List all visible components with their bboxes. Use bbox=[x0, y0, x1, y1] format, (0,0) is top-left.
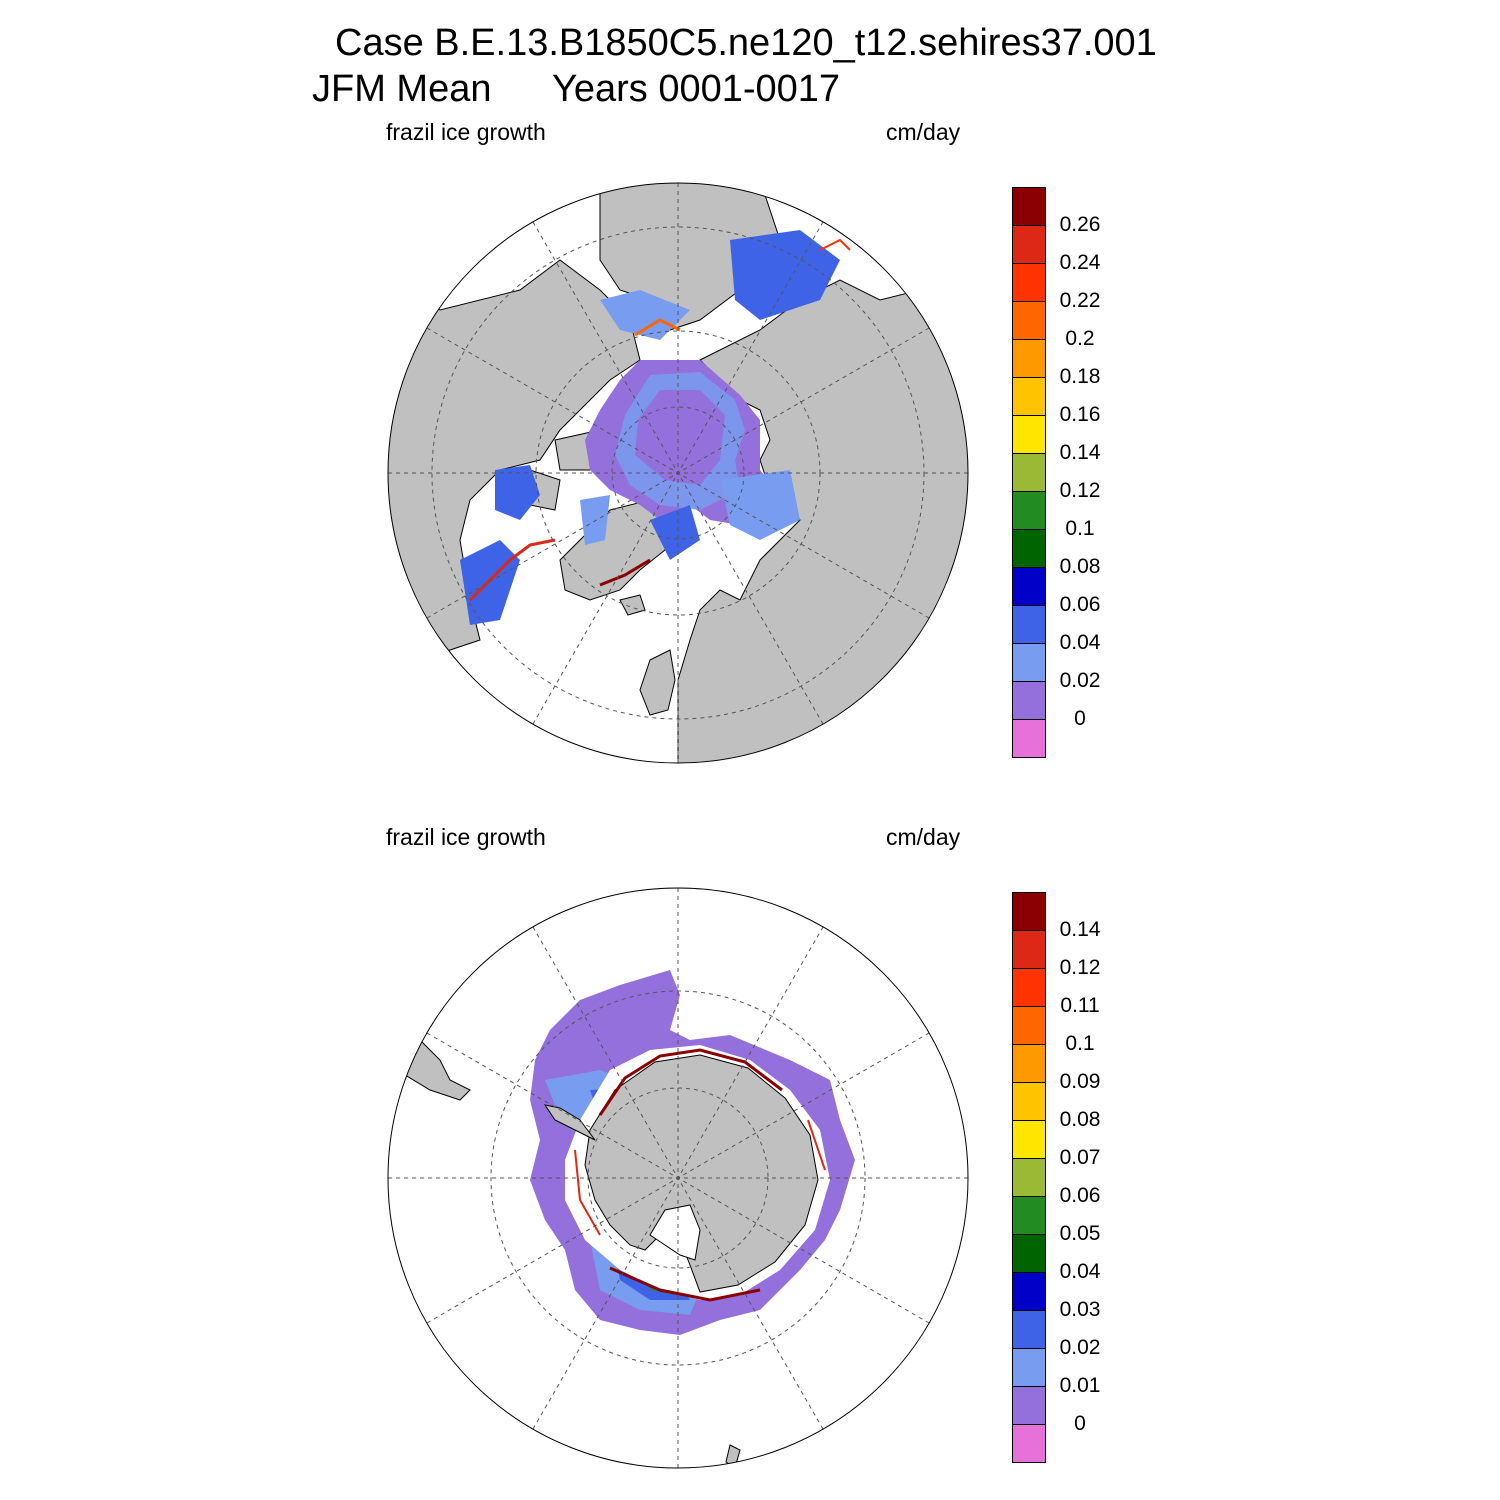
colorbar-swatch bbox=[1012, 1424, 1046, 1463]
colorbar-swatch bbox=[1012, 1044, 1046, 1083]
colorbar-swatch bbox=[1012, 1310, 1046, 1349]
colorbar-swatch bbox=[1012, 567, 1046, 606]
colorbar-swatch bbox=[1012, 301, 1046, 340]
colorbar-swatch bbox=[1012, 529, 1046, 568]
south-land-antarctica bbox=[584, 1054, 819, 1293]
colorbar-swatch bbox=[1012, 263, 1046, 302]
colorbar-tick-label: 0.18 bbox=[1059, 365, 1101, 388]
colorbar-swatch bbox=[1012, 225, 1046, 264]
colorbar-tick-label: 0.05 bbox=[1059, 1222, 1101, 1245]
colorbar-swatch bbox=[1012, 643, 1046, 682]
colorbar-tick-label: 0.14 bbox=[1059, 918, 1101, 941]
years-label: Years 0001-0017 bbox=[552, 68, 841, 110]
north-units-label: cm/day bbox=[886, 119, 961, 145]
north-ice-edge-greenland bbox=[599, 558, 651, 587]
colorbar-swatch bbox=[1012, 1386, 1046, 1425]
colorbar-tick-label: 0.06 bbox=[1059, 593, 1101, 616]
colorbar-swatch bbox=[1012, 1158, 1046, 1197]
colorbar-swatch bbox=[1012, 719, 1046, 758]
colorbar-swatch bbox=[1012, 1348, 1046, 1387]
north-graticule bbox=[388, 183, 968, 763]
colorbar-tick-label: 0.03 bbox=[1059, 1298, 1101, 1321]
colorbar-swatch bbox=[1012, 1196, 1046, 1235]
colorbar-swatch bbox=[1012, 605, 1046, 644]
colorbar-tick-label: 0.02 bbox=[1059, 669, 1101, 692]
colorbar-tick-label: 0.1 bbox=[1065, 1032, 1095, 1055]
north-variable-label: frazil ice growth bbox=[386, 119, 546, 145]
colorbar-swatch bbox=[1012, 1082, 1046, 1121]
colorbar-tick-label: 0.09 bbox=[1059, 1070, 1101, 1093]
north-ice-edge-okhotsk bbox=[819, 238, 851, 251]
colorbar-swatch bbox=[1012, 339, 1046, 378]
colorbar-tick-label: 0.16 bbox=[1059, 403, 1101, 426]
south-coastal-edge-high bbox=[598, 1048, 783, 1302]
north-ice-edge-bering bbox=[634, 318, 681, 337]
north-ice-labrador bbox=[460, 540, 520, 625]
colorbar-tick-label: 0.1 bbox=[1065, 517, 1095, 540]
colorbar-tick-label: 0.02 bbox=[1059, 1336, 1101, 1359]
south-units-label: cm/day bbox=[886, 824, 961, 850]
colorbar-tick-label: 0.07 bbox=[1059, 1146, 1101, 1169]
north-land-britain bbox=[639, 649, 676, 716]
colorbar-swatch bbox=[1012, 1120, 1046, 1159]
south-land-peninsula bbox=[543, 1104, 596, 1141]
season-label: JFM Mean bbox=[312, 68, 492, 110]
colorbar-swatch bbox=[1012, 968, 1046, 1007]
colorbar-swatch bbox=[1012, 1006, 1046, 1045]
north-ice-greenland-sea bbox=[650, 505, 700, 560]
colorbar-tick-label: 0.14 bbox=[1059, 441, 1101, 464]
north-polar-map bbox=[387, 182, 969, 764]
south-graticule bbox=[388, 888, 968, 1468]
north-ice-baffin bbox=[580, 495, 610, 545]
colorbar-tick-label: 0 bbox=[1074, 1412, 1086, 1435]
colorbar-tick-label: 0.26 bbox=[1059, 213, 1101, 236]
colorbar-tick-label: 0 bbox=[1074, 707, 1086, 730]
colorbar-tick-label: 0.12 bbox=[1059, 956, 1101, 979]
north-ice-hudson-bay bbox=[495, 465, 540, 520]
colorbar-swatch bbox=[1012, 1272, 1046, 1311]
colorbar-tick-label: 0.2 bbox=[1065, 327, 1095, 350]
colorbar-tick-label: 0.24 bbox=[1059, 251, 1101, 274]
north-land-north-america bbox=[388, 249, 641, 661]
south-coastal-edge-red bbox=[574, 1119, 826, 1236]
north-ice-barents bbox=[720, 470, 800, 540]
south-ross-ice-shelf bbox=[649, 1204, 701, 1261]
colorbar-tick-label: 0.12 bbox=[1059, 479, 1101, 502]
north-ice-okhotsk bbox=[730, 230, 840, 320]
north-land-iceland bbox=[619, 594, 646, 616]
colorbar-swatch bbox=[1012, 377, 1046, 416]
colorbar-swatch bbox=[1012, 453, 1046, 492]
colorbar-swatch bbox=[1012, 892, 1046, 931]
north-ice-edge-high bbox=[468, 538, 556, 602]
colorbar-tick-label: 0.08 bbox=[1059, 1108, 1101, 1131]
north-map-border bbox=[387, 182, 969, 764]
colorbar-swatch bbox=[1012, 491, 1046, 530]
colorbar-swatch bbox=[1012, 187, 1046, 226]
colorbar-tick-label: 0.22 bbox=[1059, 289, 1101, 312]
colorbar-swatch bbox=[1012, 415, 1046, 454]
south-polar-map bbox=[387, 887, 969, 1469]
north-ice-bering bbox=[600, 290, 690, 340]
colorbar-tick-label: 0.04 bbox=[1059, 631, 1101, 654]
south-variable-label: frazil ice growth bbox=[386, 824, 546, 850]
south-map-border bbox=[387, 887, 969, 1469]
colorbar-tick-label: 0.04 bbox=[1059, 1260, 1101, 1283]
colorbar-swatch bbox=[1012, 1234, 1046, 1273]
colorbar-tick-label: 0.01 bbox=[1059, 1374, 1101, 1397]
colorbar-tick-label: 0.06 bbox=[1059, 1184, 1101, 1207]
colorbar-swatch bbox=[1012, 681, 1046, 720]
colorbar-swatch bbox=[1012, 930, 1046, 969]
colorbar-tick-label: 0.08 bbox=[1059, 555, 1101, 578]
figure-title: Case B.E.13.B1850C5.ne120_t12.sehires37.… bbox=[335, 22, 1157, 64]
colorbar-tick-label: 0.11 bbox=[1060, 994, 1100, 1017]
